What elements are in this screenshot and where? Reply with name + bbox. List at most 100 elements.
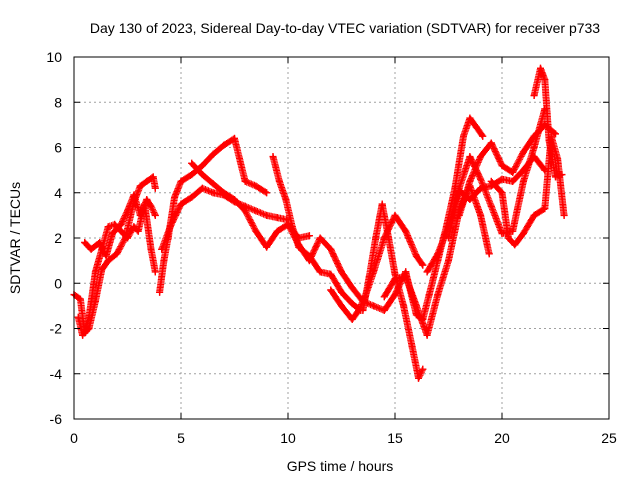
- series-track-3: [81, 191, 159, 260]
- data-point: [519, 148, 527, 156]
- data-point: [519, 166, 527, 174]
- data-point: [519, 177, 527, 185]
- y-tick-label: 8: [54, 94, 62, 110]
- data-point: [545, 137, 553, 145]
- data-point: [498, 175, 506, 183]
- data-point: [370, 302, 378, 310]
- data-point: [412, 252, 420, 260]
- data-point: [130, 191, 138, 199]
- data-point: [98, 266, 106, 274]
- data-point: [425, 291, 433, 299]
- data-point: [472, 123, 480, 131]
- data-point: [466, 114, 474, 122]
- data-point: [252, 182, 260, 190]
- data-point: [85, 313, 93, 321]
- data-point: [498, 162, 506, 170]
- data-point: [147, 245, 155, 253]
- series-markers: [74, 200, 159, 339]
- data-point: [79, 331, 87, 339]
- data-point: [477, 175, 485, 183]
- data-point: [541, 76, 549, 84]
- data-point: [391, 275, 399, 283]
- data-point: [209, 189, 217, 197]
- data-point: [445, 257, 452, 265]
- x-tick-label: 5: [177, 430, 185, 446]
- data-point: [166, 223, 174, 231]
- data-point: [91, 268, 99, 276]
- data-point: [519, 230, 527, 237]
- data-point: [198, 162, 206, 170]
- data-points: [70, 64, 568, 382]
- x-tick-label: 15: [387, 430, 403, 446]
- data-point: [530, 144, 538, 151]
- data-point: [530, 132, 538, 140]
- data-point: [385, 234, 393, 242]
- data-point: [338, 288, 345, 296]
- y-tick-label: 0: [54, 275, 62, 291]
- data-point: [477, 153, 485, 161]
- data-point: [380, 306, 388, 314]
- data-point: [149, 173, 157, 181]
- data-point: [479, 132, 487, 140]
- data-point: [530, 153, 538, 161]
- data-point: [96, 239, 104, 246]
- data-point: [220, 141, 228, 149]
- y-tick-label: 4: [54, 185, 62, 201]
- data-point: [198, 171, 206, 179]
- data-point: [408, 343, 416, 351]
- data-point: [252, 227, 260, 235]
- data-point: [102, 252, 110, 260]
- data-point: [348, 315, 356, 323]
- series-track-2: [74, 200, 159, 339]
- data-point: [560, 211, 568, 219]
- data-point: [316, 268, 324, 276]
- data-point: [160, 257, 168, 265]
- x-tick-label: 10: [280, 430, 296, 446]
- data-point: [134, 227, 142, 235]
- grid-lines: [74, 57, 609, 419]
- data-point: [327, 245, 335, 253]
- data-point: [558, 171, 566, 179]
- data-point: [541, 205, 549, 213]
- data-point: [537, 64, 544, 72]
- data-point: [113, 250, 121, 258]
- data-point: [466, 153, 474, 161]
- series-markers: [269, 153, 365, 314]
- data-point: [151, 184, 159, 192]
- data-point: [231, 134, 238, 142]
- data-point: [423, 268, 431, 276]
- data-point: [455, 187, 463, 194]
- data-point: [511, 241, 519, 249]
- data-point: [151, 268, 159, 276]
- series-track-12: [402, 114, 487, 323]
- y-tick-label: 6: [54, 140, 62, 156]
- data-point: [305, 257, 313, 265]
- data-point: [316, 234, 324, 242]
- data-point: [143, 196, 151, 203]
- data-point: [498, 189, 506, 197]
- x-tick-label: 25: [601, 430, 617, 446]
- data-point: [434, 291, 442, 299]
- data-point: [171, 193, 179, 201]
- series-track-17: [530, 64, 566, 181]
- x-tick-label: 20: [494, 430, 510, 446]
- data-point: [273, 214, 281, 222]
- data-point: [419, 315, 427, 323]
- data-point: [552, 130, 559, 138]
- data-point: [530, 211, 538, 219]
- data-point: [275, 177, 283, 185]
- data-point: [273, 227, 281, 235]
- data-point: [136, 182, 144, 190]
- data-point: [487, 139, 495, 147]
- series-markers: [402, 114, 487, 323]
- data-point: [263, 243, 271, 251]
- series-markers: [70, 173, 159, 337]
- series-track-6: [188, 159, 313, 251]
- data-point: [87, 245, 95, 253]
- data-point: [378, 200, 386, 208]
- data-point: [412, 311, 420, 319]
- data-point: [423, 331, 431, 339]
- data-point: [198, 184, 206, 192]
- data-point: [552, 173, 559, 181]
